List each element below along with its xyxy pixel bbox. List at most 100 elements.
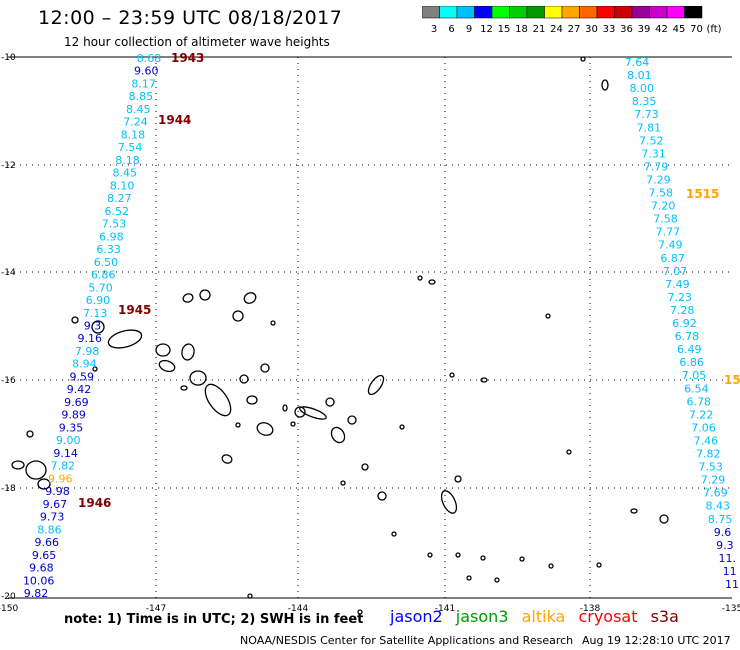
swh-value: 6.52 xyxy=(104,205,129,218)
swh-value: 8.85 xyxy=(129,90,154,103)
swh-value: 6.78 xyxy=(675,330,700,343)
island-outline xyxy=(428,279,436,285)
island-outline xyxy=(299,406,327,420)
swh-value: 6.87 xyxy=(660,252,685,265)
swh-value: 6.78 xyxy=(687,395,712,408)
island-outline xyxy=(399,424,405,430)
footer-note: note: 1) Time is in UTC; 2) SWH is in fe… xyxy=(64,612,364,627)
scale-label: 70 xyxy=(690,24,703,34)
swh-value: 8.43 xyxy=(706,500,731,513)
swh-value: 7.24 xyxy=(123,116,148,129)
swh-value: 9.69 xyxy=(64,396,89,409)
swh-value: 10.06 xyxy=(23,574,55,587)
swh-value: 6.86 xyxy=(679,356,704,369)
lat-label: -16 xyxy=(1,376,16,386)
swh-value: 8.18 xyxy=(121,128,146,141)
swh-value: 7.06 xyxy=(691,421,716,434)
swh-value: 11 xyxy=(723,565,737,578)
lon-label: -135 xyxy=(722,604,740,614)
swh-value: 7.77 xyxy=(656,226,681,239)
scale-swatch xyxy=(684,6,703,19)
scale-label: 9 xyxy=(466,24,472,34)
swh-value: 9.82 xyxy=(24,587,49,600)
scale-label: 18 xyxy=(515,24,528,34)
time-label: 1515 xyxy=(686,187,719,201)
swh-value: 7.49 xyxy=(665,278,690,291)
island-outline xyxy=(519,556,525,562)
swh-value: 7.46 xyxy=(694,434,719,447)
island-outline xyxy=(494,577,500,583)
swh-value: 7.52 xyxy=(639,134,664,147)
scale-label: 12 xyxy=(480,24,493,34)
time-label: 1944 xyxy=(158,113,191,127)
swh-value: 9.6 xyxy=(714,526,732,539)
time-label: 1943 xyxy=(171,51,204,65)
island-outline xyxy=(357,609,363,615)
lon-label: -138 xyxy=(580,604,601,614)
legend-jason2: jason2 xyxy=(390,607,443,626)
swh-value: 7.53 xyxy=(102,218,127,231)
island-outline xyxy=(596,562,602,568)
scale-label: 27 xyxy=(568,24,581,34)
scale-label: 39 xyxy=(638,24,651,34)
island-outline xyxy=(566,449,572,455)
swh-value: 8.45 xyxy=(126,103,151,116)
island-outline xyxy=(480,555,486,561)
island-outline xyxy=(347,415,357,425)
island-outline xyxy=(548,563,554,569)
island-outline xyxy=(181,343,195,361)
swh-value: 7.29 xyxy=(646,173,671,186)
swh-value: 7.58 xyxy=(649,187,674,200)
satellite-legend: jason2 jason3 altika cryosat s3a xyxy=(390,607,687,626)
swh-value: 9.73 xyxy=(40,511,65,524)
island-outline xyxy=(243,292,257,304)
swh-value: 8.00 xyxy=(630,82,655,95)
island-outline xyxy=(71,316,79,324)
island-outline xyxy=(158,359,176,373)
island-outline xyxy=(107,329,143,349)
swh-value: 8.68 xyxy=(137,52,162,65)
swh-value: 9.68 xyxy=(29,562,54,575)
island-outline xyxy=(377,491,387,501)
swh-value: 9.60 xyxy=(134,65,159,78)
island-outline xyxy=(91,320,105,334)
swh-value: 11. xyxy=(719,552,737,565)
island-outline xyxy=(26,430,34,438)
swh-value: 9.42 xyxy=(67,383,92,396)
island-outline xyxy=(92,366,98,372)
scale-label: 45 xyxy=(673,24,686,34)
island-outline xyxy=(630,508,638,514)
chart-title: 12:00 – 23:59 UTC 08/18/2017 xyxy=(38,7,343,29)
swh-value: 7.82 xyxy=(696,448,721,461)
island-outline xyxy=(340,480,346,486)
island-outline xyxy=(247,593,253,599)
island-outline xyxy=(454,475,462,483)
island-outline xyxy=(260,363,270,373)
color-scale: 3 6 9 12 15 18 21 24 27 30 33 36 39 42 45 70 (ft) xyxy=(422,6,722,34)
swh-value: 6.54 xyxy=(684,382,709,395)
map-frame xyxy=(8,56,732,599)
swh-value: 8.01 xyxy=(627,69,652,82)
island-outline xyxy=(221,454,233,464)
island-outline xyxy=(189,370,207,386)
credit-line: NOAA/NESDIS Center for Satellite Applica… xyxy=(240,634,574,647)
island-outline xyxy=(232,310,244,322)
swh-value: 9.98 xyxy=(45,485,70,498)
island-outline xyxy=(11,460,25,470)
swh-value: 6.33 xyxy=(96,243,121,256)
island-outline xyxy=(659,514,669,524)
swh-value: 7.69 xyxy=(703,487,728,500)
island-outline xyxy=(180,385,188,391)
lon-label: -141 xyxy=(435,604,455,614)
lon-label: -147 xyxy=(146,604,166,614)
swh-value: 7.28 xyxy=(670,304,695,317)
swh-value: 6.86 xyxy=(91,269,116,282)
chart-subtitle: 12 hour collection of altimeter wave hei… xyxy=(64,35,330,49)
swh-value: 8.86 xyxy=(37,523,62,536)
scale-label: 15 xyxy=(498,24,511,34)
time-label: 1945 xyxy=(118,303,151,317)
swh-value: 7.31 xyxy=(641,147,666,160)
swh-value: 8.27 xyxy=(107,192,132,205)
swh-value: 6.92 xyxy=(672,317,697,330)
